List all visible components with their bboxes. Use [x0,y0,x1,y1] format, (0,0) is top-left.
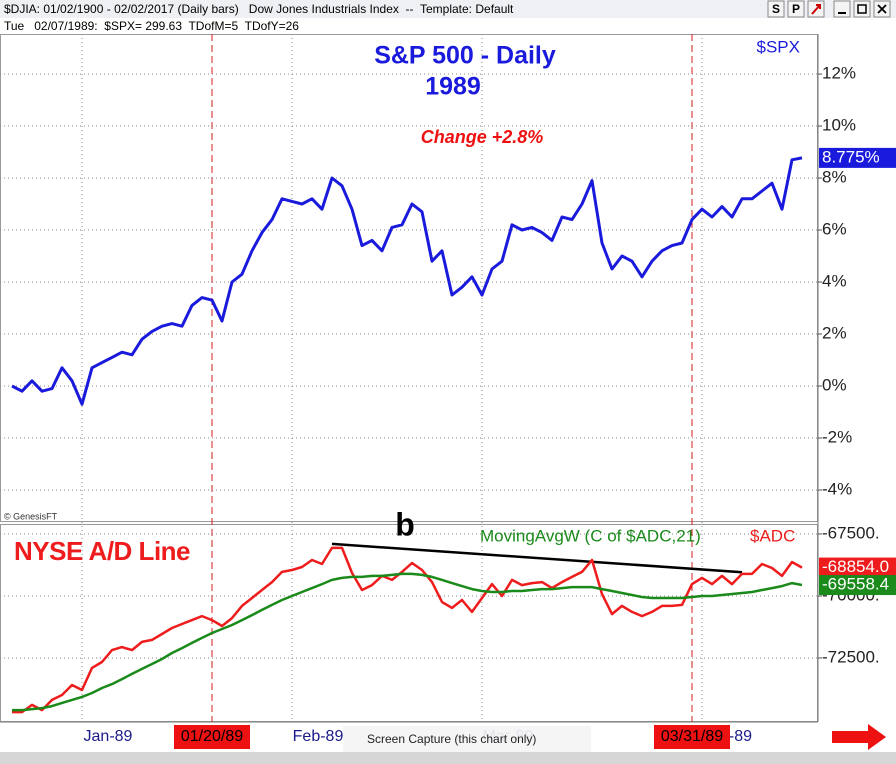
legend-label: MovingAvgW (C of $ADC,21) [480,526,701,545]
window-title: $DJIA: 01/02/1900 - 02/02/2017 (Daily ba… [4,2,514,16]
button-label[interactable]: P [792,2,800,16]
maximize-button[interactable] [853,0,871,18]
annotation: Change +2.8% [421,127,544,147]
annotation: b [395,506,415,542]
last-value-box [819,147,896,168]
marker-label: 03/31/89 [661,728,723,745]
y-tick-label: 2% [822,324,847,343]
button[interactable] [767,0,785,18]
close-icon [877,4,887,14]
tooltip-box [343,726,591,752]
button[interactable] [787,0,805,18]
scroll-arrow[interactable] [832,724,886,750]
chart-title: NYSE A/D Line [14,536,190,566]
info-bar [0,18,896,34]
series-line [12,572,803,712]
last-value-label: 8.775% [822,147,880,166]
copyright: © GenesisFT [4,511,58,521]
last-value-label: -68854.0 [822,557,889,576]
legend-label: $SPX [757,37,800,56]
marker-box [174,725,250,749]
last-value-box [819,575,896,596]
x-tick-label: Jan-89 [84,728,133,745]
chart-subtitle: 1989 [425,73,481,101]
window-buttons: S P [767,0,891,18]
y-tick-label: 10% [822,116,856,135]
chart-title: S&P 500 - Daily [374,42,556,70]
y-tick-label: 12% [822,64,856,83]
trend-line [331,542,743,574]
last-value-box [819,557,896,578]
status-bar [0,752,896,764]
button-label[interactable]: S [772,2,780,16]
y-tick-label: -72500. [822,647,880,666]
last-value-label: -69558.4 [822,575,889,594]
marker-box [654,725,730,749]
marker-label: 01/20/89 [181,728,243,745]
y-tick-label: 4% [822,272,847,291]
info-line: Tue 02/07/1989: $SPX= 299.63 TDofM=5 TDo… [4,19,299,33]
x-tick-label: Feb-89 [293,728,344,745]
y-tick-label: -67500. [822,523,880,542]
series-line [11,156,803,406]
y-tick-label: -2% [822,428,852,447]
pin-icon [811,4,821,15]
title-bar [0,0,896,18]
series-line [12,546,803,714]
maximize-icon [857,4,867,14]
tooltip-text: Screen Capture (this chart only) [367,732,536,746]
y-tick-label: 0% [822,376,847,395]
minimize-button[interactable] [833,0,851,18]
y-tick-label: 8% [822,168,847,187]
legend-label: $ADC [750,526,795,545]
y-tick-label: 6% [822,220,847,239]
panel-frame [0,34,818,522]
y-tick-label: -4% [822,480,852,499]
